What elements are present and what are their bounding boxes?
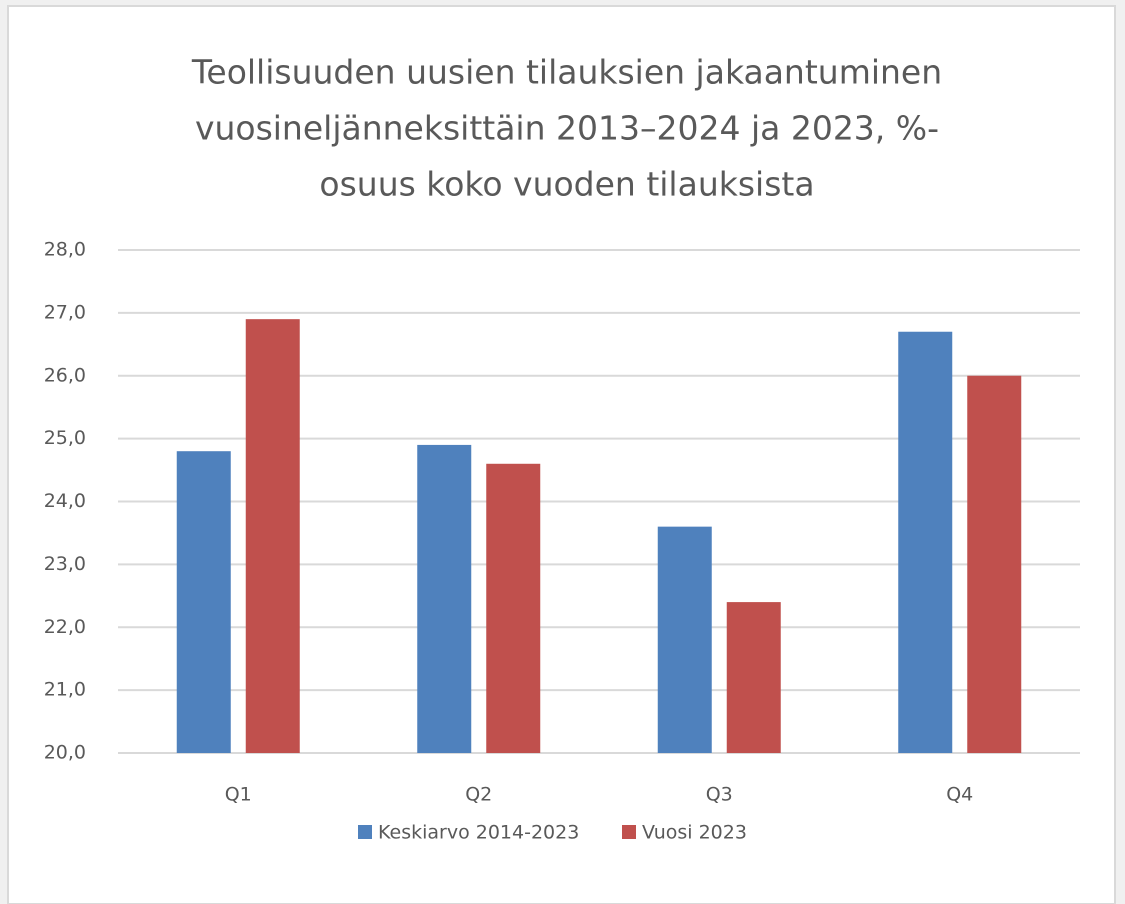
x-tick-label: Q1 (225, 784, 252, 806)
y-tick-label: 28,0 (44, 239, 86, 261)
bar (417, 444, 472, 753)
bar (726, 602, 781, 753)
legend-swatch (622, 825, 636, 839)
bar (657, 526, 712, 753)
bar (245, 319, 300, 753)
y-tick-label: 23,0 (44, 553, 86, 575)
x-tick-label: Q2 (465, 784, 492, 806)
y-tick-label: 24,0 (44, 490, 86, 512)
y-tick-label: 21,0 (44, 679, 86, 701)
bar (176, 451, 231, 753)
chart-title: vuosineljänneksittäin 2013–2024 ja 2023,… (195, 109, 939, 148)
y-tick-label: 26,0 (44, 364, 86, 386)
bar (486, 463, 541, 753)
y-tick-label: 27,0 (44, 301, 86, 323)
bar (898, 331, 953, 753)
x-tick-label: Q3 (706, 784, 733, 806)
bar (967, 375, 1022, 753)
y-tick-label: 25,0 (44, 427, 86, 449)
chart-title: osuus koko vuoden tilauksista (319, 165, 814, 204)
legend-swatch (358, 825, 372, 839)
y-tick-label: 20,0 (44, 742, 86, 764)
chart-title: Teollisuuden uusien tilauksien jakaantum… (191, 53, 942, 92)
legend-label: Vuosi 2023 (642, 822, 747, 844)
y-tick-label: 22,0 (44, 616, 86, 638)
legend-label: Keskiarvo 2014-2023 (378, 822, 579, 844)
x-tick-label: Q4 (946, 784, 973, 806)
